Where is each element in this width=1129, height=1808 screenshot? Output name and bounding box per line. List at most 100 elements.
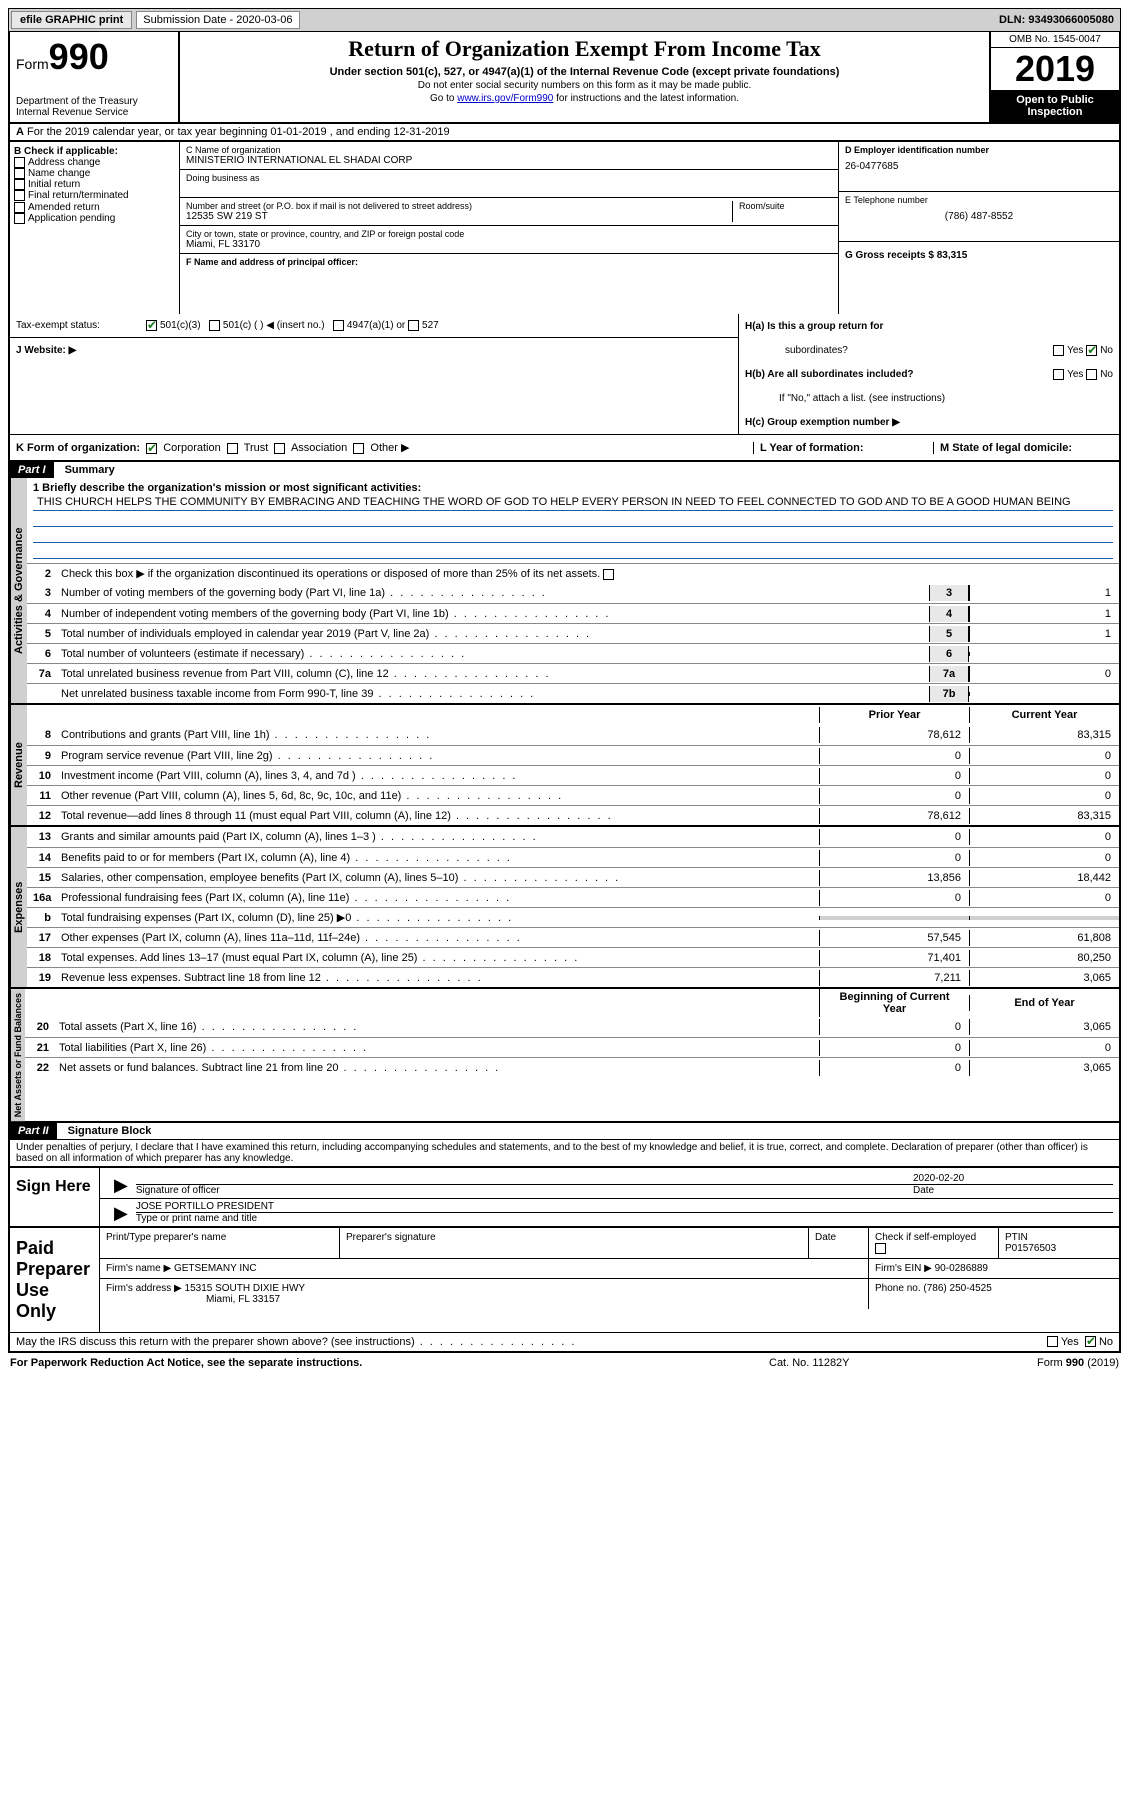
no-label: No — [1100, 345, 1113, 356]
cb-corp[interactable] — [146, 443, 157, 454]
cb-name-change[interactable]: Name change — [14, 168, 175, 179]
summary-line: bTotal fundraising expenses (Part IX, co… — [27, 907, 1119, 927]
cb-self-employed[interactable] — [875, 1243, 886, 1254]
dba-label: Doing business as — [186, 173, 832, 183]
inspect-line1: Open to Public — [995, 94, 1115, 106]
cb-final-return[interactable]: Final return/terminated — [14, 190, 175, 201]
efile-print-button[interactable]: efile GRAPHIC print — [11, 11, 132, 29]
street-address: 12535 SW 219 ST — [186, 211, 732, 222]
summary-line: 16aProfessional fundraising fees (Part I… — [27, 887, 1119, 907]
cb-4947[interactable] — [333, 320, 344, 331]
gross-receipts-cell: G Gross receipts $ 83,315 — [839, 242, 1119, 264]
top-toolbar: efile GRAPHIC print Submission Date - 20… — [8, 8, 1121, 32]
sig-officer-row: ▶ Signature of officer 2020-02-20Date — [100, 1168, 1119, 1199]
cb-ha-no[interactable] — [1086, 345, 1097, 356]
prep-name-label: Print/Type preparer's name — [100, 1228, 340, 1258]
mission-blank3 — [33, 543, 1113, 559]
form-number: 990 — [49, 36, 109, 77]
firm-addr1: 15315 SOUTH DIXIE HWY — [185, 1283, 306, 1294]
cb-label: Initial return — [28, 179, 80, 190]
website-row: J Website: ▶ — [10, 338, 738, 362]
cb-label: Amended return — [28, 202, 100, 213]
opt-trust: Trust — [244, 442, 269, 454]
header-left: Form990 Department of the Treasury Inter… — [10, 32, 180, 122]
col-headers-row2: Beginning of Current Year End of Year — [25, 989, 1119, 1017]
mission-blank1 — [33, 511, 1113, 527]
footer-form: Form 990 (2019) — [969, 1357, 1119, 1369]
part2-bar: Part II — [10, 1123, 57, 1139]
open-inspection-badge: Open to Public Inspection — [991, 90, 1119, 122]
summary-line: 13Grants and similar amounts paid (Part … — [27, 827, 1119, 847]
dept-label: Department of the Treasury — [16, 96, 172, 107]
date-label: Date — [913, 1184, 1113, 1196]
cb-discuss-no[interactable] — [1085, 1336, 1096, 1347]
cb-501c3[interactable] — [146, 320, 157, 331]
paid-preparer-label: Paid Preparer Use Only — [10, 1228, 100, 1332]
dba-cell: Doing business as — [180, 170, 838, 198]
taxyear-text: For the 2019 calendar year, or tax year … — [27, 126, 450, 138]
ha-label2: subordinates? — [745, 345, 1053, 356]
part1-header: Part I Summary — [8, 462, 1121, 478]
addr-label: Number and street (or P.O. box if mail i… — [186, 201, 732, 211]
cb-hb-yes[interactable] — [1053, 369, 1064, 380]
note-goto-post: for instructions and the latest informat… — [553, 93, 739, 104]
cb-assoc[interactable] — [274, 443, 285, 454]
summary-line: 17Other expenses (Part IX, column (A), l… — [27, 927, 1119, 947]
cb-pending[interactable]: Application pending — [14, 213, 175, 224]
org-info-block: B Check if applicable: Address change Na… — [8, 142, 1121, 314]
hdr-current-year: Current Year — [969, 707, 1119, 723]
hdr-beginning: Beginning of Current Year — [819, 989, 969, 1017]
cb-other[interactable] — [353, 443, 364, 454]
h-b-note: If "No," attach a list. (see instruction… — [739, 386, 1119, 410]
k-row: K Form of organization: Corporation Trus… — [8, 435, 1121, 462]
ha-label: H(a) Is this a group return for — [745, 321, 883, 332]
irs-label: Internal Revenue Service — [16, 107, 172, 118]
cb-ha-yes[interactable] — [1053, 345, 1064, 356]
city-label: City or town, state or province, country… — [186, 229, 832, 239]
l-label: L Year of formation: — [760, 442, 864, 454]
summary-line: 5Total number of individuals employed in… — [27, 623, 1119, 643]
opt-501c3: 501(c)(3) — [160, 320, 201, 331]
officer-name: JOSE PORTILLO PRESIDENT — [136, 1201, 1113, 1212]
net-content: Beginning of Current Year End of Year 20… — [25, 989, 1119, 1121]
discuss-row: May the IRS discuss this return with the… — [10, 1332, 1119, 1351]
cb-527[interactable] — [408, 320, 419, 331]
summary-line: 8Contributions and grants (Part VIII, li… — [27, 725, 1119, 745]
arrow-icon: ▶ — [114, 1203, 128, 1224]
activities-governance-section: Activities & Governance 1 Briefly descri… — [8, 478, 1121, 705]
submission-date: Submission Date - 2020-03-06 — [136, 11, 299, 29]
type-name-label: Type or print name and title — [136, 1212, 1113, 1224]
expenses-content: 13Grants and similar amounts paid (Part … — [27, 827, 1119, 987]
col-b-heading: B Check if applicable: — [14, 146, 175, 157]
cb-amended[interactable]: Amended return — [14, 202, 175, 213]
firm-ein: 90-0286889 — [935, 1263, 988, 1274]
firm-name-label: Firm's name ▶ — [106, 1263, 171, 1274]
form-990-page: efile GRAPHIC print Submission Date - 20… — [0, 0, 1129, 1381]
cb-501c[interactable] — [209, 320, 220, 331]
signature-block: Sign Here ▶ Signature of officer 2020-02… — [8, 1168, 1121, 1228]
inspect-line2: Inspection — [995, 106, 1115, 118]
arrow-icon: ▶ — [114, 1175, 128, 1196]
form990-link[interactable]: www.irs.gov/Form990 — [457, 93, 553, 104]
summary-line: 22Net assets or fund balances. Subtract … — [25, 1057, 1119, 1077]
cb-label: Final return/terminated — [28, 191, 129, 202]
firm-phone: (786) 250-4525 — [923, 1283, 991, 1294]
cb-address-change[interactable]: Address change — [14, 157, 175, 168]
discuss-text: May the IRS discuss this return with the… — [16, 1336, 1047, 1348]
hb-label: H(b) Are all subordinates included? — [745, 369, 914, 380]
cb-hb-no[interactable] — [1086, 369, 1097, 380]
h-c-row: H(c) Group exemption number ▶ — [739, 410, 1119, 434]
ein-cell: D Employer identification number 26-0477… — [839, 142, 1119, 192]
mission-blank2 — [33, 527, 1113, 543]
cb-discuss-yes[interactable] — [1047, 1336, 1058, 1347]
line1-label: 1 Briefly describe the organization's mi… — [33, 482, 421, 494]
cb-initial-return[interactable]: Initial return — [14, 179, 175, 190]
ptin-value: P01576503 — [1005, 1243, 1113, 1254]
revenue-content: Prior Year Current Year 8Contributions a… — [27, 705, 1119, 825]
summary-line: 7aTotal unrelated business revenue from … — [27, 663, 1119, 683]
cb-trust[interactable] — [227, 443, 238, 454]
status-i-label: Tax-exempt status: — [16, 320, 146, 331]
mission-text: THIS CHURCH HELPS THE COMMUNITY BY EMBRA… — [33, 494, 1113, 511]
cb-discontinued[interactable] — [603, 569, 614, 580]
preparer-block: Paid Preparer Use Only Print/Type prepar… — [8, 1228, 1121, 1353]
